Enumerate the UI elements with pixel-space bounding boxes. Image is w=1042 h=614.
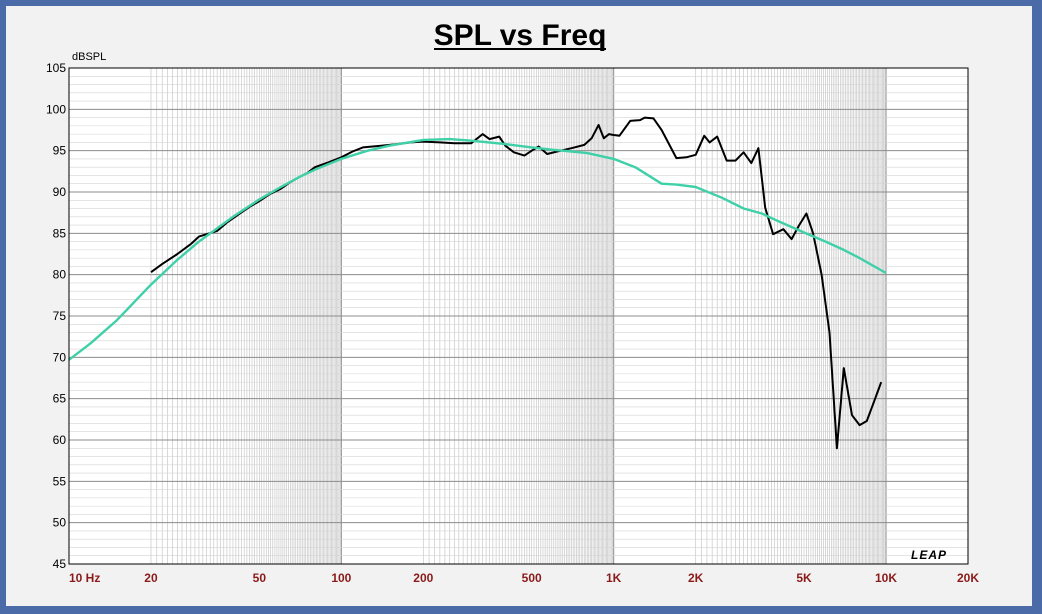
x-tick-label: 2K xyxy=(688,571,704,585)
y-tick-label: 70 xyxy=(53,350,67,364)
y-tick-label: 65 xyxy=(53,392,67,406)
chart-frame: SPL vs Freq 45 50 55 60 65 70 75 80 85 90 95 100 105… xyxy=(6,6,1032,606)
y-tick-label: 55 xyxy=(53,474,67,488)
y-tick-label: 45 xyxy=(53,557,67,571)
x-tick-label: 20K xyxy=(957,571,979,585)
y-tick-label: 90 xyxy=(53,185,67,199)
grid xyxy=(68,67,968,565)
x-tick-label: 50 xyxy=(253,571,267,585)
x-tick-label: 100 xyxy=(331,571,351,585)
x-tick-label: 5K xyxy=(796,571,812,585)
x-tick-label: 10K xyxy=(875,571,897,585)
chart-title: SPL vs Freq xyxy=(434,19,607,52)
series-group xyxy=(68,116,887,450)
y-tick-label: 105 xyxy=(46,61,66,75)
x-tick-label: 500 xyxy=(522,571,542,585)
y-tick-label: 75 xyxy=(53,309,67,323)
x-tick-labels: 10 Hz 20 50 100 200 500 1K 2K 5K 10K 20K xyxy=(69,571,979,585)
y-tick-label: 85 xyxy=(53,226,67,240)
x-tick-label: 200 xyxy=(413,571,433,585)
y-tick-label: 95 xyxy=(53,144,67,158)
y-axis-label: dBSPL xyxy=(72,51,106,63)
leap-logo: LEAP xyxy=(911,548,947,562)
x-tick-label: 1K xyxy=(606,571,622,585)
spl-chart: SPL vs Freq 45 50 55 60 65 70 75 80 85 90 95 100 105… xyxy=(46,19,979,585)
y-tick-label: 60 xyxy=(53,433,67,447)
x-tick-label: 10 Hz xyxy=(69,571,100,585)
plot-border xyxy=(68,67,969,565)
x-tick-label: 20 xyxy=(144,571,158,585)
y-tick-label: 80 xyxy=(53,268,67,282)
y-tick-labels: 45 50 55 60 65 70 75 80 85 90 95 100 105 xyxy=(46,61,66,571)
series-line-2 xyxy=(68,137,887,361)
y-tick-label: 50 xyxy=(53,516,67,530)
y-tick-label: 100 xyxy=(46,102,66,116)
